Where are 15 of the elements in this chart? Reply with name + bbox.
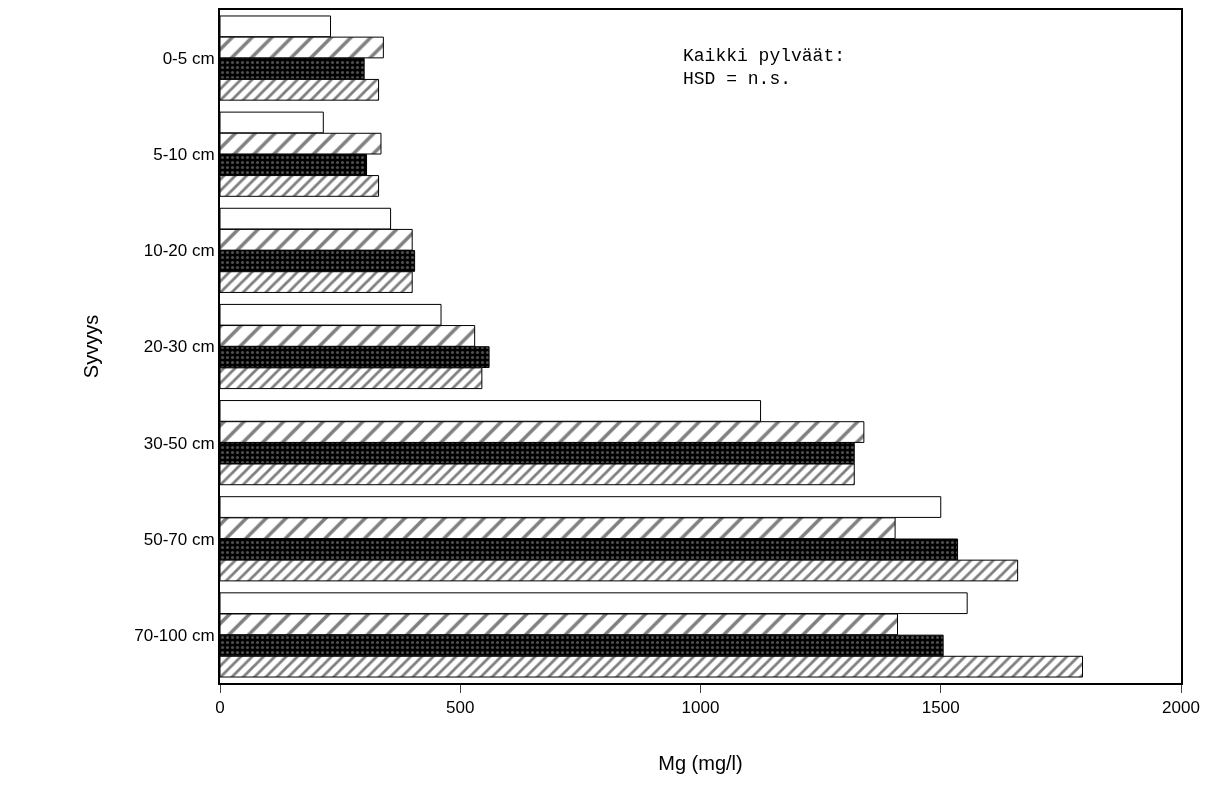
y-tick-label: 10-20 cm: [143, 241, 215, 261]
y-tick-label: 70-100 cm: [134, 625, 215, 645]
y-tick-label: 0-5 cm: [162, 49, 215, 69]
x-tick-label: 0: [215, 698, 225, 718]
x-axis-title: Mg (mg/l): [658, 752, 743, 775]
y-tick-label: 5-10 cm: [153, 145, 215, 165]
annotation: Kaikki pylväät: HSD = n.s.: [683, 46, 846, 90]
y-tick-label: 50-70 cm: [143, 529, 215, 549]
y-axis-title: Syvyys: [80, 314, 103, 379]
y-tick-label: 20-30 cm: [143, 337, 215, 357]
x-tick-label: 500: [446, 698, 475, 718]
x-tick-label: 1500: [921, 698, 960, 718]
x-tick-label: 2000: [1162, 698, 1200, 718]
y-tick-label: 30-50 cm: [143, 433, 215, 453]
x-tick-label: 1000: [681, 698, 720, 718]
